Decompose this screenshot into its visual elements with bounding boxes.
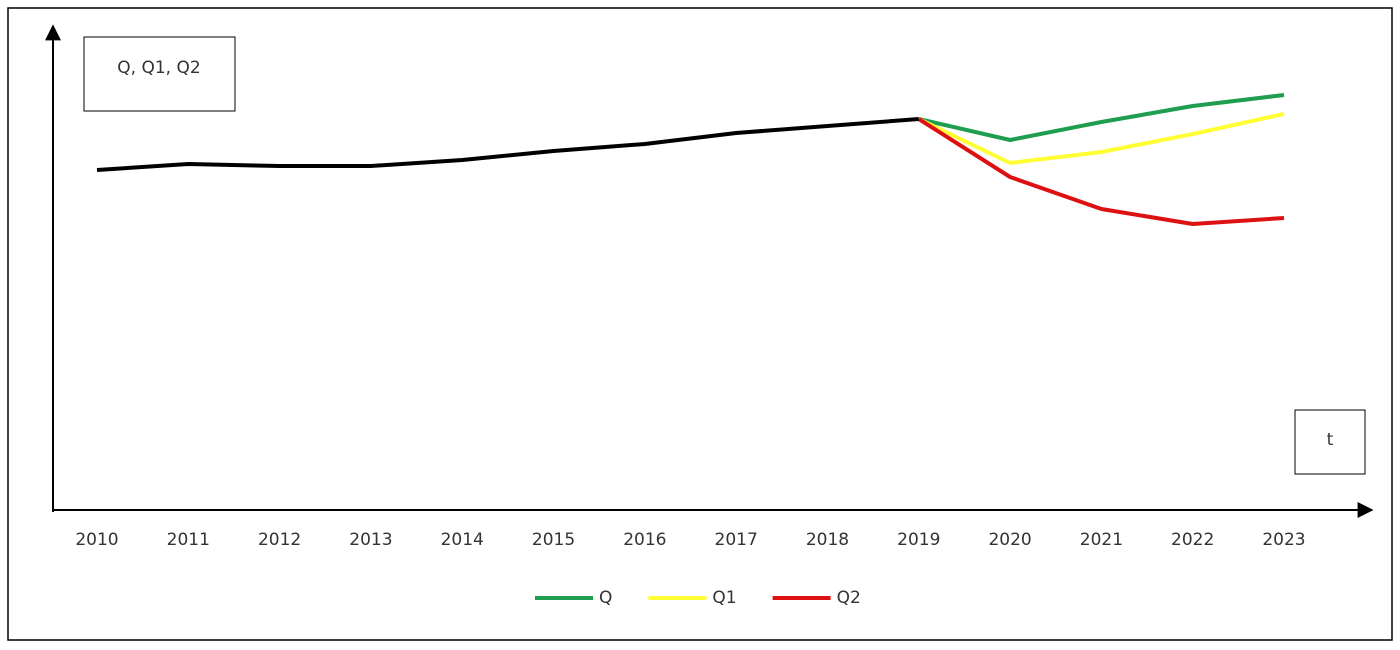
legend-label: Q: [599, 588, 612, 608]
x-axis-label: t: [1327, 430, 1334, 450]
x-tick-label: 2023: [1262, 530, 1305, 550]
series-line: [917, 112, 1285, 165]
x-tick-label: 2019: [897, 530, 940, 550]
x-tick-label: 2017: [715, 530, 758, 550]
x-tick-label: 2015: [532, 530, 575, 550]
x-tick-label: 2010: [75, 530, 118, 550]
x-tick-label: 2013: [349, 530, 392, 550]
x-tick-label: 2020: [988, 530, 1031, 550]
x-tick-label: 2011: [167, 530, 210, 550]
x-tick-label: 2012: [258, 530, 301, 550]
x-tick-label: 2022: [1171, 530, 1214, 550]
series-line: [96, 117, 919, 172]
x-tick-label: 2016: [623, 530, 666, 550]
x-label-box: [1294, 409, 1366, 475]
x-tick-label: 2021: [1080, 530, 1123, 550]
x-tick-label: 2014: [441, 530, 484, 550]
legend-label: Q1: [712, 588, 736, 608]
x-tick-label: 2018: [806, 530, 849, 550]
legend-label: Q2: [837, 588, 861, 608]
y-label-box: [83, 36, 236, 112]
y-axis-label: Q, Q1, Q2: [117, 58, 200, 78]
series-line: [917, 117, 1285, 226]
series-line: [918, 93, 1285, 142]
